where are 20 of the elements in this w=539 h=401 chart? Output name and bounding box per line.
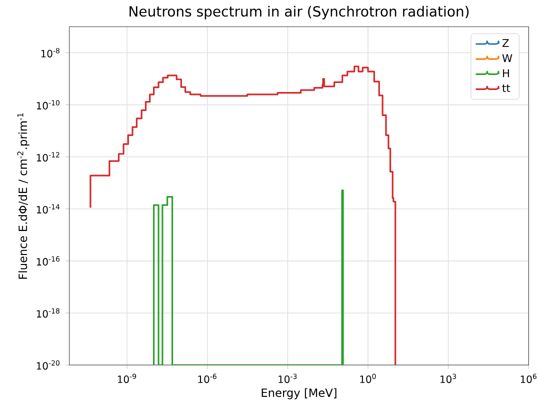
y-tick-label: 10$^{-16}$ [36,256,60,266]
legend-label: Z [502,39,509,47]
x-tick-label: 10$^{0}$ [360,374,376,384]
x-axis-title: Energy [MeV] [262,388,336,400]
x-tick-label: 10$^{-9}$ [118,374,136,384]
legend-label: tt [502,84,510,92]
legend-label: H [503,69,509,78]
y-axis-title: Fluence E.dΦ/dE / cm$^{-2}$.prim$^{-1}$ [17,113,30,279]
x-tick-label: 10$^{6}$ [520,374,536,384]
y-tick-label: 10$^{-20}$ [36,360,60,370]
chart-title: Neutrons spectrum in air (Synchrotron radiation) [130,6,469,20]
x-tick-label: 10$^{-3}$ [278,374,297,384]
x-tick-label: 10$^{3}$ [440,374,456,384]
y-tick-label: 10$^{-8}$ [41,48,60,58]
x-tick-label: 10$^{-6}$ [198,374,216,384]
y-tick-label: 10$^{-10}$ [36,100,60,110]
y-tick-label: 10$^{-12}$ [36,152,60,162]
y-tick-label: 10$^{-18}$ [36,308,60,318]
y-tick-label: 10$^{-14}$ [36,204,60,214]
legend-label: W [502,54,512,62]
